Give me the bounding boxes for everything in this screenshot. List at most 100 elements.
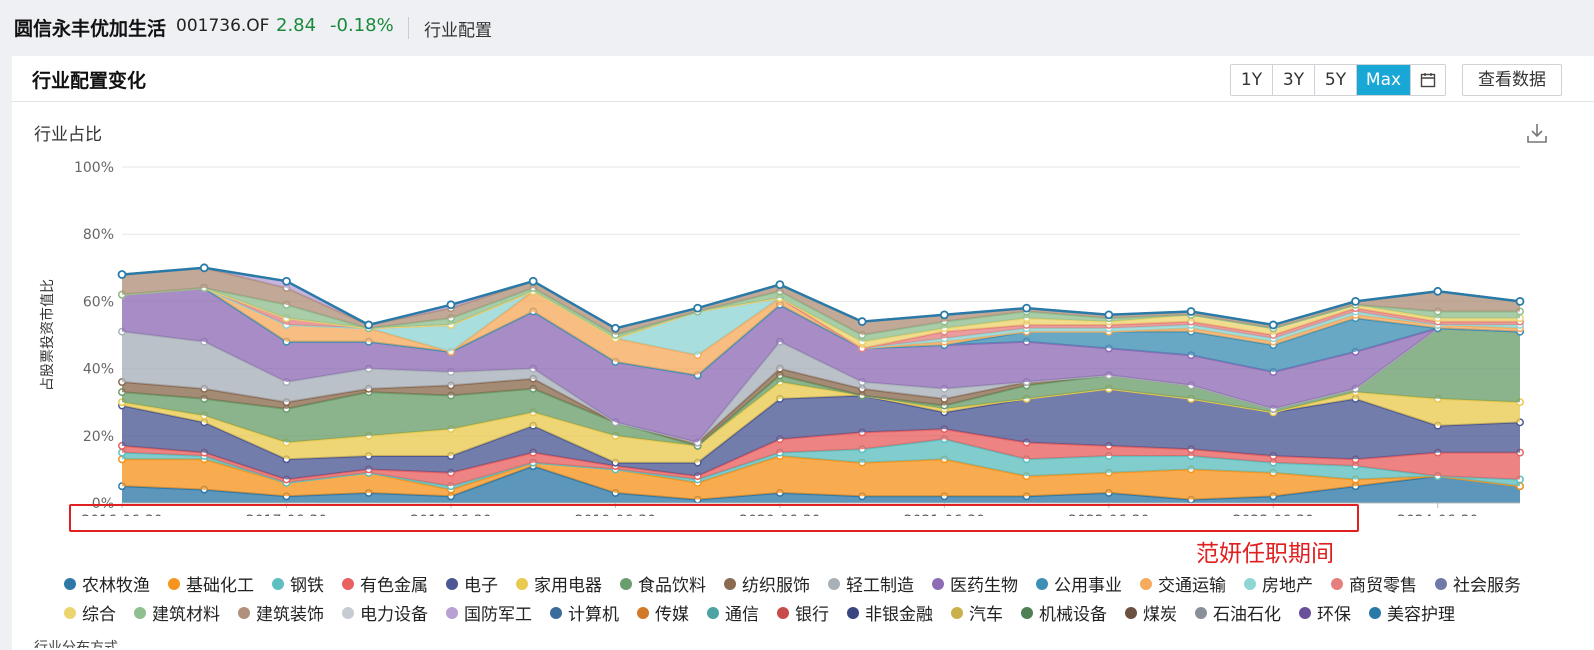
download-icon[interactable] — [1526, 122, 1548, 144]
legend-label: 通信 — [725, 605, 759, 625]
top-boundary-point — [364, 320, 374, 330]
legend-item[interactable]: 公用事业 — [1036, 571, 1122, 596]
top-boundary-point — [1351, 296, 1360, 306]
x-tick-label: 2022-06-30 — [1068, 513, 1149, 516]
tenure-annotation: 范妍任职期间 — [1196, 541, 1334, 567]
top-boundary-line — [121, 266, 1521, 330]
legend-marker — [1435, 577, 1447, 590]
area-家用电器 — [122, 382, 1520, 463]
legend-item[interactable]: 商贸零售 — [1331, 571, 1417, 596]
legend-marker — [620, 577, 632, 590]
legend-label: 商贸零售 — [1349, 576, 1417, 596]
fund-header: 圆信永丰优加生活 001736.OF 2.84 -0.18% 行业配置 — [0, 0, 1594, 56]
legend-item[interactable]: 社会服务 — [1435, 571, 1521, 596]
top-boundary-point — [1186, 307, 1196, 316]
legend-label: 房地产 — [1262, 576, 1313, 596]
legend-item[interactable]: 传媒 — [637, 600, 689, 625]
legend-item[interactable]: 有色金属 — [342, 571, 428, 596]
top-boundary-point — [611, 323, 620, 333]
legend-item[interactable]: 交通运输 — [1140, 571, 1226, 596]
legend-item[interactable]: 电子 — [446, 571, 498, 596]
legend-item[interactable]: 国防军工 — [446, 600, 532, 625]
legend-label: 综合 — [82, 605, 116, 625]
x-tick-label: 2020-06-30 — [739, 513, 820, 516]
legend-item[interactable]: 环保 — [1299, 600, 1351, 625]
legend-marker — [64, 606, 76, 619]
legend-label: 建筑材料 — [152, 605, 220, 625]
legend-item[interactable]: 房地产 — [1244, 571, 1313, 596]
legend-item[interactable]: 煤炭 — [1125, 600, 1177, 625]
legend-item[interactable]: 汽车 — [951, 600, 1003, 625]
x-tick-label: 2019-06-30 — [575, 513, 656, 516]
legend-item[interactable]: 食品饮料 — [620, 571, 706, 596]
legend-marker — [828, 577, 840, 590]
x-tick-label: 2018-06-30 — [410, 513, 491, 516]
view-data-button[interactable]: 查看数据 — [1462, 64, 1562, 96]
legend-item[interactable]: 纺织服饰 — [724, 571, 810, 596]
legend-marker — [64, 577, 76, 590]
calendar-button[interactable] — [1411, 65, 1445, 95]
legend-marker — [342, 577, 354, 590]
y-tick-label: 20% — [83, 429, 114, 445]
legend-item[interactable]: 家用电器 — [516, 571, 602, 596]
legend-item[interactable]: 银行 — [777, 600, 829, 625]
legend-item[interactable]: 综合 — [64, 600, 116, 625]
legend-label: 非银金融 — [865, 605, 933, 625]
y-tick-label: 80% — [83, 227, 114, 243]
legend-label: 纺织服饰 — [742, 576, 810, 596]
legend-label: 轻工制造 — [846, 576, 914, 596]
range-5y-button[interactable]: 5Y — [1315, 65, 1357, 95]
area-钢铁 — [122, 439, 1520, 490]
legend-item[interactable]: 建筑材料 — [134, 600, 220, 625]
legend-item[interactable]: 基础化工 — [168, 571, 254, 596]
legend-label: 农林牧渔 — [82, 576, 150, 596]
industry-allocation-card: 行业配置变化 1Y 3Y 5Y Max 查看数据 行业占比 0% 20% 40% 60… — [12, 56, 1594, 650]
legend-item[interactable]: 钢铁 — [272, 571, 324, 596]
legend-marker — [1244, 577, 1256, 590]
legend-label: 美容护理 — [1387, 605, 1455, 625]
legend-item[interactable]: 建筑装饰 — [238, 600, 324, 625]
legend-item[interactable]: 农林牧渔 — [64, 571, 150, 596]
area-医药生物 — [122, 288, 1520, 443]
area-建筑材料 — [122, 288, 1520, 342]
legend-item[interactable]: 电力设备 — [342, 600, 428, 625]
legend-item[interactable]: 石油石化 — [1195, 600, 1281, 625]
legend-label: 建筑装饰 — [256, 605, 324, 625]
legend-item[interactable]: 轻工制造 — [828, 571, 914, 596]
top-boundary-point — [1268, 320, 1278, 330]
legend-item[interactable]: 计算机 — [550, 600, 619, 625]
legend-marker — [707, 606, 719, 619]
legend-item[interactable]: 医药生物 — [932, 571, 1018, 596]
legend-item[interactable]: 非银金融 — [847, 600, 933, 625]
fund-name: 圆信永丰优加生活 — [14, 18, 167, 40]
section-tab[interactable]: 行业配置 — [424, 21, 492, 41]
legend-item[interactable]: 通信 — [707, 600, 759, 625]
area-电子 — [122, 388, 1520, 480]
legend-marker — [847, 606, 859, 619]
legend-marker — [446, 577, 458, 590]
header-divider — [408, 17, 409, 39]
legend-label: 电力设备 — [360, 605, 428, 625]
top-boundary-point — [775, 280, 785, 290]
legend-label: 公用事业 — [1054, 576, 1122, 596]
legend-label: 煤炭 — [1143, 605, 1177, 625]
range-3y-button[interactable]: 3Y — [1273, 65, 1315, 95]
top-boundary-point — [1022, 303, 1031, 313]
legend-item[interactable]: 机械设备 — [1021, 600, 1107, 625]
legend-label: 银行 — [795, 605, 829, 625]
legend-label: 石油石化 — [1213, 605, 1281, 625]
chart-legend: 农林牧渔 基础化工 钢铁 有色金属 电子 家用电器 食品饮料 纺织服饰 轻工制造 医药生物 公用事业… — [64, 571, 1564, 625]
legend-item[interactable]: 美容护理 — [1369, 600, 1455, 625]
range-selector: 1Y 3Y 5Y Max — [1230, 64, 1446, 96]
range-max-button[interactable]: Max — [1357, 65, 1411, 95]
x-tick-label: 2023-06-30 — [1233, 513, 1314, 516]
legend-marker — [1140, 577, 1152, 590]
fund-change: -0.18% — [330, 15, 394, 36]
legend-marker — [272, 577, 284, 590]
legend-label: 食品饮料 — [638, 576, 706, 596]
range-1y-button[interactable]: 1Y — [1231, 65, 1273, 95]
legend-label: 家用电器 — [534, 576, 602, 596]
top-boundary-point — [1433, 286, 1443, 296]
legend-marker — [1369, 606, 1381, 619]
legend-label: 计算机 — [568, 605, 619, 625]
